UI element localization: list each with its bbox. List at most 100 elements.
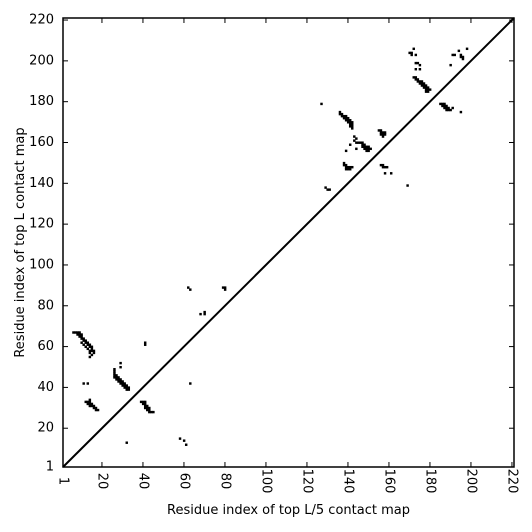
contact-point: [344, 119, 348, 122]
contact-point: [447, 106, 450, 110]
contact-point: [412, 47, 415, 51]
contact-point: [338, 110, 342, 114]
contact-point: [351, 127, 354, 130]
contact-point: [119, 382, 122, 385]
contact-point: [189, 288, 192, 291]
contact-point: [461, 55, 465, 59]
contact-point: [414, 78, 418, 81]
contact-point: [355, 141, 358, 144]
x-tick-label: 60: [176, 473, 191, 490]
contact-point: [92, 349, 96, 353]
contact-point: [459, 55, 463, 59]
contact-point: [141, 402, 145, 406]
contact-point: [146, 404, 149, 408]
contact-point: [117, 380, 120, 383]
x-axis-label: Residue index of top L/5 contact map: [167, 503, 410, 518]
contact-point: [78, 331, 81, 334]
contact-point: [223, 288, 227, 291]
contact-point: [119, 380, 122, 383]
contact-point: [359, 141, 362, 144]
y-tick-label: 100: [29, 257, 54, 272]
contact-point: [115, 374, 118, 377]
contact-point: [90, 353, 94, 357]
contact-point: [178, 437, 182, 440]
contact-point: [443, 102, 446, 106]
contact-point: [363, 143, 366, 146]
contact-point: [88, 400, 92, 404]
y-axis-label: Residue index of top L contact map: [13, 127, 28, 357]
contact-point: [139, 400, 143, 404]
contact-point: [119, 365, 122, 369]
x-tick-label: 80: [217, 473, 232, 490]
contact-point: [428, 88, 432, 91]
contact-point: [363, 147, 366, 151]
contact-point: [82, 343, 85, 346]
contact-point: [203, 312, 206, 316]
contact-point: [82, 382, 85, 385]
contact-point: [357, 141, 360, 144]
contact-point: [117, 376, 120, 379]
contact-point: [344, 165, 348, 169]
contact-point: [90, 402, 94, 406]
contact-point: [88, 345, 92, 349]
contact-point: [361, 143, 364, 146]
contact-point: [184, 443, 188, 446]
contact-point: [420, 84, 424, 87]
contact-point: [353, 135, 356, 138]
x-tick-label: 200: [463, 469, 478, 494]
contact-point: [86, 341, 90, 344]
contact-point: [351, 165, 354, 169]
y-tick-label: 40: [37, 380, 54, 395]
contact-point: [355, 147, 358, 151]
contact-point: [92, 406, 96, 410]
contact-point: [361, 145, 364, 148]
contact-point: [344, 114, 348, 118]
contact-point: [414, 53, 418, 57]
contact-point: [342, 163, 346, 167]
contact-point: [443, 106, 446, 110]
contact-point: [422, 84, 426, 87]
contact-point: [123, 384, 126, 387]
contact-point: [80, 337, 83, 340]
y-tick-label: 180: [29, 94, 54, 109]
contact-point: [451, 106, 454, 110]
contact-point: [351, 125, 354, 128]
contact-point: [445, 104, 448, 108]
contact-point: [113, 372, 116, 375]
contact-point: [146, 408, 149, 412]
contact-point: [121, 380, 124, 383]
contact-point: [88, 398, 92, 402]
contact-point: [443, 104, 446, 108]
contact-point: [86, 347, 90, 351]
contact-point: [367, 145, 370, 148]
contact-point: [457, 49, 461, 53]
contact-point: [348, 121, 352, 124]
contact-point: [143, 406, 147, 410]
x-tick-label: 160: [381, 469, 396, 494]
contact-point: [414, 68, 418, 71]
contact-point: [422, 82, 426, 85]
contact-point: [418, 80, 422, 83]
contact-point: [127, 386, 131, 389]
contact-point: [459, 53, 463, 57]
contact-point: [369, 147, 372, 151]
contact-point: [203, 310, 206, 314]
contact-point: [78, 335, 81, 338]
contact-point: [426, 86, 430, 89]
contact-point: [420, 80, 424, 83]
contact-point: [426, 90, 430, 93]
contact-point: [363, 145, 366, 148]
contact-point: [340, 114, 344, 118]
contact-point: [365, 149, 368, 153]
contact-point: [143, 400, 147, 404]
contact-point: [406, 184, 409, 187]
contact-point: [414, 61, 418, 65]
contact-point: [78, 333, 81, 336]
contact-point: [344, 149, 348, 153]
contact-point: [383, 133, 387, 136]
contact-point: [422, 86, 426, 89]
contact-point: [189, 382, 192, 385]
contact-point: [447, 108, 450, 112]
contact-point: [84, 341, 87, 344]
contact-point: [88, 349, 92, 353]
